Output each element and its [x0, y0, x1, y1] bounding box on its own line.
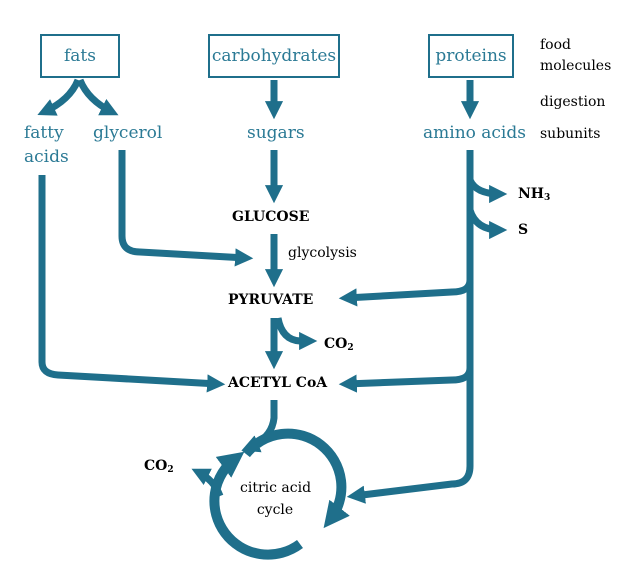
- fats-label: fats: [64, 46, 96, 66]
- side-label-food-line1: food: [540, 37, 572, 53]
- arrow-fats-to-glycerol: [76, 78, 119, 116]
- pyruvate-label: PYRUVATE: [228, 292, 314, 308]
- citric-cycle-ring-right: [242, 428, 350, 529]
- arrow-fats-to-fatty-acids: [37, 78, 82, 116]
- side-label-digestion: digestion: [540, 94, 606, 110]
- citric-acid-cycle-label-line2: cycle: [256, 502, 294, 518]
- nh3-text: NH: [518, 186, 545, 202]
- glycolysis-label: glycolysis: [288, 245, 357, 261]
- arrow-pyruvate-co2: [274, 317, 318, 351]
- fats-box: fats: [40, 34, 120, 78]
- nh3-label: NH3: [518, 186, 550, 203]
- amino-acids-label: amino acids: [423, 123, 526, 143]
- proteins-label: proteins: [435, 46, 507, 66]
- citric-cycle-ring-left: [209, 451, 303, 560]
- sugars-label: sugars: [247, 123, 305, 143]
- co2-subscript: 2: [347, 343, 354, 353]
- arrow-amino-to-pyruvate: [338, 279, 474, 307]
- fatty-acids-label-line2: acids: [24, 147, 69, 167]
- glycerol-label: glycerol: [93, 123, 163, 143]
- arrow-fatty-acids-to-acetyl-coa: [38, 175, 226, 393]
- co2-subscript: 2: [167, 465, 174, 475]
- arrow-amino-to-nh3: [466, 178, 508, 204]
- arrow-glycerol-to-glycolysis: [118, 150, 254, 267]
- pyruvate-co2-label: CO2: [324, 336, 354, 353]
- nh3-subscript: 3: [544, 193, 551, 203]
- co2-text: CO: [324, 336, 348, 352]
- cycle-co2-label: CO2: [144, 458, 174, 475]
- fatty-acids-label-line1: fatty: [24, 123, 64, 143]
- co2-text: CO: [144, 458, 168, 474]
- citric-acid-cycle-label-line1: citric acid: [240, 480, 312, 496]
- side-label-subunits: subunits: [540, 126, 601, 142]
- acetyl-coa-label: ACETYL CoA: [228, 375, 328, 391]
- carbohydrates-label: carbohydrates: [211, 46, 337, 66]
- proteins-box: proteins: [428, 34, 514, 78]
- carbohydrates-box: carbohydrates: [208, 34, 340, 78]
- s-label: S: [518, 222, 529, 238]
- side-label-food-line2: molecules: [540, 58, 612, 74]
- arrow-amino-to-s: [466, 208, 508, 240]
- arrow-amino-to-citric-cycle: [346, 465, 474, 504]
- arrow-amino-to-acetyl-coa: [338, 367, 474, 393]
- glucose-label: GLUCOSE: [232, 209, 310, 225]
